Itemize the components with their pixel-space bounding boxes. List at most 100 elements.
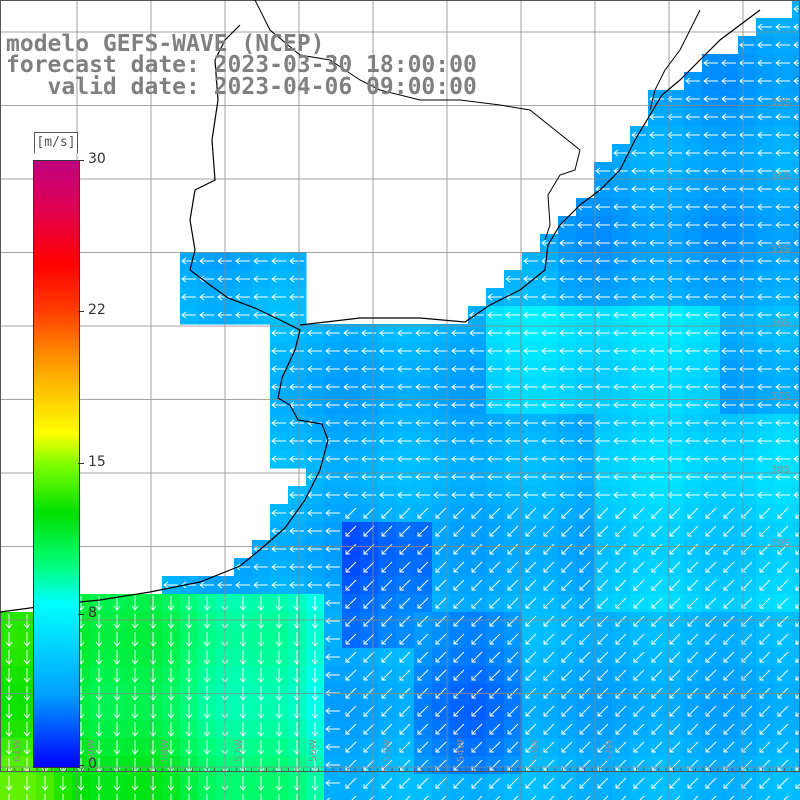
wind-arrow <box>651 543 663 555</box>
wind-arrow <box>741 543 753 555</box>
colorbar-tick-15: 15 <box>88 454 106 470</box>
wind-arrow <box>579 507 591 519</box>
wind-arrow <box>203 632 211 647</box>
wind-arrow <box>134 794 136 800</box>
wind-arrow <box>507 633 519 645</box>
wind-arrow <box>775 95 790 103</box>
wind-arrow <box>615 507 627 519</box>
wind-arrow <box>543 615 555 627</box>
wind-arrow <box>343 329 358 337</box>
wind-arrow <box>95 596 103 611</box>
wind-arrow <box>489 777 501 789</box>
wind-arrow <box>759 525 771 537</box>
wind-arrow <box>471 597 483 609</box>
wind-arrow <box>669 579 681 591</box>
wind-arrow <box>775 347 790 355</box>
wind-arrow <box>8 794 10 800</box>
lon-label: 58W <box>160 739 171 762</box>
wind-arrow <box>523 473 538 481</box>
wind-arrow <box>561 723 573 735</box>
wind-arrow <box>417 651 429 663</box>
wind-arrow <box>307 365 322 373</box>
wind-arrow <box>363 705 375 717</box>
wind-arrow <box>44 794 46 800</box>
wind-arrow <box>167 614 175 629</box>
wind-arrow <box>307 563 322 571</box>
wind-arrow <box>433 383 448 391</box>
wind-arrow <box>703 401 718 409</box>
wind-arrow <box>721 455 736 463</box>
wind-arrow <box>595 293 610 301</box>
wind-arrow <box>595 365 610 373</box>
wind-speed-cell <box>612 792 631 800</box>
wind-arrow <box>577 419 592 427</box>
wind-arrow <box>271 563 286 571</box>
lat-label: 36S <box>771 318 790 329</box>
wind-arrow <box>705 777 717 789</box>
wind-speed-cell <box>774 792 793 800</box>
wind-arrow <box>651 615 663 627</box>
wind-arrow <box>453 525 465 537</box>
wind-arrow <box>757 347 772 355</box>
wind-arrow <box>577 239 592 247</box>
colorbar-tickmark <box>78 463 84 464</box>
wind-arrow <box>417 597 429 609</box>
wind-speed-cell <box>792 612 800 631</box>
wind-arrow <box>793 383 800 391</box>
wind-arrow <box>399 579 411 591</box>
wind-arrow <box>489 633 501 645</box>
wind-arrow <box>167 722 175 737</box>
wind-arrow <box>417 525 429 537</box>
wind-arrow <box>417 741 429 753</box>
wind-arrow <box>23 614 31 629</box>
wind-arrow <box>399 777 411 789</box>
wind-arrow <box>399 597 411 609</box>
wind-arrow <box>289 545 304 553</box>
wind-arrow <box>669 669 681 681</box>
wind-arrow <box>343 401 358 409</box>
wind-arrow <box>793 149 800 157</box>
wind-arrow <box>759 723 771 735</box>
wind-arrow <box>595 167 610 175</box>
wind-arrow <box>451 491 466 499</box>
wind-arrow <box>793 347 800 355</box>
wind-arrow <box>631 167 646 175</box>
wind-arrow <box>167 704 175 719</box>
wind-arrow <box>561 633 573 645</box>
wind-arrow <box>723 597 735 609</box>
wind-arrow <box>595 239 610 247</box>
wind-arrow <box>325 563 340 571</box>
wind-arrow <box>667 167 682 175</box>
wind-arrow <box>541 329 556 337</box>
wind-arrow <box>579 579 591 591</box>
wind-arrow <box>489 723 501 735</box>
wind-arrow <box>667 239 682 247</box>
wind-arrow <box>397 437 412 445</box>
wind-arrow <box>685 311 700 319</box>
wind-arrow <box>253 293 268 301</box>
wind-arrow <box>525 615 537 627</box>
wind-arrow <box>23 650 31 665</box>
wind-arrow <box>271 545 286 553</box>
wind-arrow <box>525 633 537 645</box>
wind-arrow <box>667 113 682 121</box>
wind-arrow <box>525 525 537 537</box>
wind-arrow <box>541 401 556 409</box>
wind-arrow <box>381 651 393 663</box>
wind-arrow <box>523 347 538 355</box>
wind-arrow <box>351 795 357 800</box>
wind-arrow <box>795 711 800 717</box>
wind-arrow <box>289 257 304 265</box>
wind-arrow <box>613 275 628 283</box>
wind-arrow <box>507 543 519 555</box>
wind-arrow <box>505 311 520 319</box>
wind-arrow <box>579 705 591 717</box>
wind-arrow <box>613 437 628 445</box>
wind-arrow <box>505 383 520 391</box>
wind-speed-cell <box>756 792 775 800</box>
wind-arrow <box>741 741 753 753</box>
wind-arrow <box>417 507 429 519</box>
wind-arrow <box>453 723 465 735</box>
wind-arrow <box>685 113 700 121</box>
wind-arrow <box>579 777 591 789</box>
